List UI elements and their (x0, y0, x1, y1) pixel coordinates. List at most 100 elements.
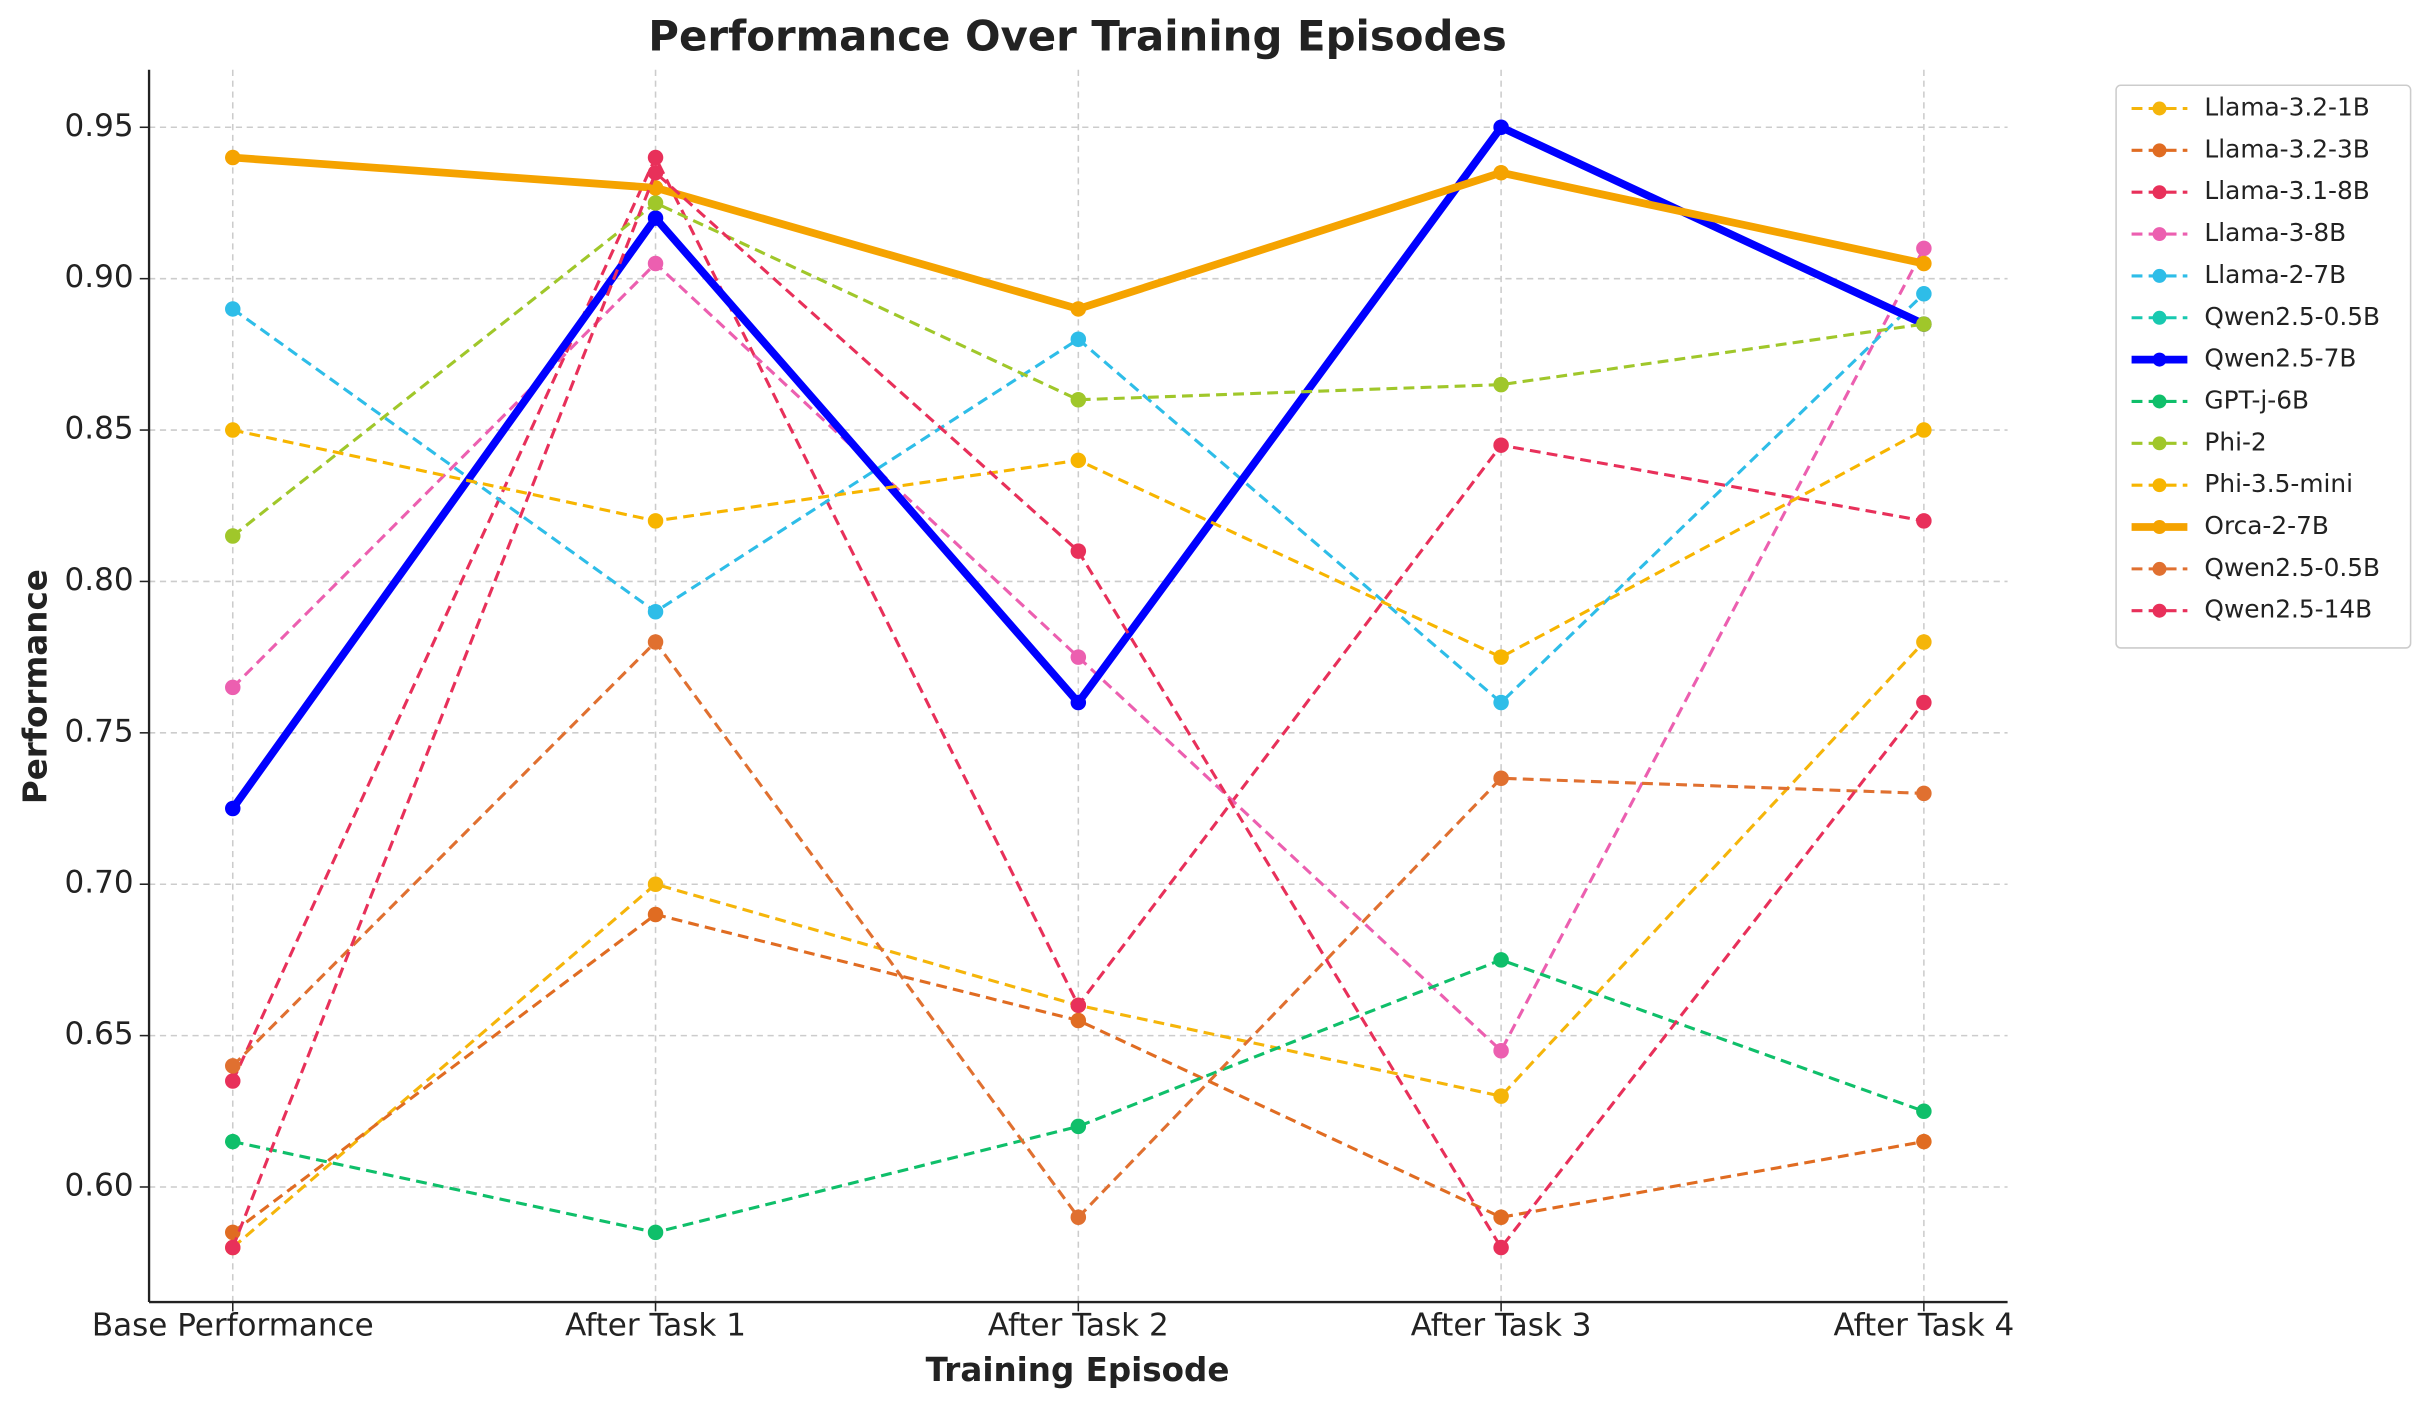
x-axis-label: Training Episode (926, 1351, 1230, 1389)
data-point (1493, 1088, 1509, 1104)
data-point (1916, 316, 1932, 332)
legend-label: Phi-3.5-mini (2204, 469, 2353, 498)
legend-marker (2152, 603, 2167, 618)
data-point (1070, 1209, 1087, 1226)
data-point (647, 876, 664, 892)
legend-marker (2152, 561, 2167, 576)
x-tick-label: After Task 4 (1833, 1307, 2014, 1343)
data-point (1493, 437, 1509, 453)
data-point (225, 679, 241, 696)
data-point (1493, 164, 1509, 181)
series-line (231, 247, 1926, 1053)
data-point (1070, 1012, 1087, 1029)
legend-marker (2152, 310, 2167, 325)
legend-label: GPT-j-6B (2204, 385, 2309, 414)
series-line (231, 640, 1924, 1219)
data-point (1493, 952, 1509, 968)
legend-label: Phi-2 (2204, 427, 2266, 456)
legend-marker (2152, 101, 2167, 116)
chart-title: Performance Over Training Episodes (648, 11, 1506, 60)
y-tick-label: 0.70 (65, 865, 134, 901)
data-point (225, 301, 241, 317)
legend-label: Qwen2.5-0.5B (2204, 553, 2380, 582)
legend-label: Llama-3.1-8B (2204, 176, 2369, 205)
y-tick-label: 0.85 (65, 411, 134, 447)
data-point (225, 800, 241, 817)
x-tick-label: After Task 3 (1411, 1307, 1592, 1343)
legend-marker (2152, 143, 2167, 158)
data-point (1493, 694, 1509, 711)
data-point (225, 1224, 241, 1241)
legend-label: Llama-3.2-1B (2204, 93, 2369, 122)
data-point (1070, 1118, 1087, 1135)
legend-label: Orca-2-7B (2204, 511, 2328, 540)
legend-marker (2152, 352, 2167, 367)
data-point (647, 149, 664, 166)
data-point (1916, 694, 1932, 711)
y-tick-label: 0.75 (65, 713, 134, 749)
data-point (1916, 240, 1932, 257)
y-tick-label: 0.90 (65, 259, 134, 295)
data-point (1493, 1042, 1509, 1059)
data-point (1916, 634, 1932, 650)
legend-marker (2152, 185, 2167, 200)
legend-label: Qwen2.5-7B (2204, 344, 2356, 373)
data-point (1070, 694, 1087, 711)
data-point (1493, 1209, 1509, 1226)
series-line (232, 958, 1925, 1234)
y-tick-label: 0.95 (65, 108, 134, 144)
legend-label: Llama-2-7B (2204, 260, 2346, 289)
data-point (647, 195, 664, 211)
legend-label: Qwen2.5-14B (2204, 595, 2372, 624)
legend-label: Llama-3-8B (2204, 218, 2346, 247)
data-point (647, 210, 664, 226)
data-point (647, 1224, 664, 1241)
data-point (225, 1073, 241, 1089)
legend-label: Llama-3.2-3B (2204, 134, 2369, 163)
legend-label: Qwen2.5-0.5B (2204, 302, 2380, 331)
x-tick-label: After Task 2 (988, 1307, 1169, 1343)
data-point (1916, 422, 1932, 438)
data-point (647, 513, 664, 529)
legend-marker (2152, 227, 2167, 242)
data-point (647, 906, 664, 923)
legend-marker (2152, 268, 2167, 283)
data-point (225, 1239, 241, 1256)
data-point (1916, 255, 1932, 272)
data-point (1070, 649, 1087, 665)
y-axis-label: Performance (16, 569, 54, 804)
data-point (1070, 392, 1087, 408)
legend-marker (2152, 478, 2167, 493)
y-tick-label: 0.60 (65, 1167, 134, 1203)
data-point (1070, 997, 1087, 1014)
legend-marker (2152, 520, 2167, 534)
data-point (1070, 301, 1087, 317)
data-point (647, 603, 664, 620)
x-tick-label: Base Performance (92, 1307, 374, 1343)
data-point (1916, 286, 1932, 302)
series-line (231, 201, 1925, 538)
data-point (1070, 452, 1087, 469)
data-point (1493, 1239, 1509, 1256)
series-line (231, 292, 1925, 705)
data-point (1916, 1133, 1932, 1150)
data-point (647, 255, 664, 272)
data-point (1916, 1103, 1932, 1120)
data-point (225, 528, 241, 544)
data-point (225, 1133, 241, 1150)
data-point (1493, 376, 1509, 393)
data-point (1493, 770, 1509, 786)
legend-marker (2152, 394, 2167, 409)
data-point (1916, 785, 1932, 802)
data-point (225, 1058, 241, 1074)
x-tick-label: After Task 1 (565, 1307, 746, 1343)
data-point (647, 164, 664, 181)
y-tick-label: 0.65 (65, 1016, 134, 1052)
legend-box (2115, 84, 2412, 649)
data-point (1070, 543, 1087, 559)
y-tick-label: 0.80 (65, 562, 134, 598)
data-point (1493, 119, 1509, 136)
data-point (1493, 649, 1509, 665)
